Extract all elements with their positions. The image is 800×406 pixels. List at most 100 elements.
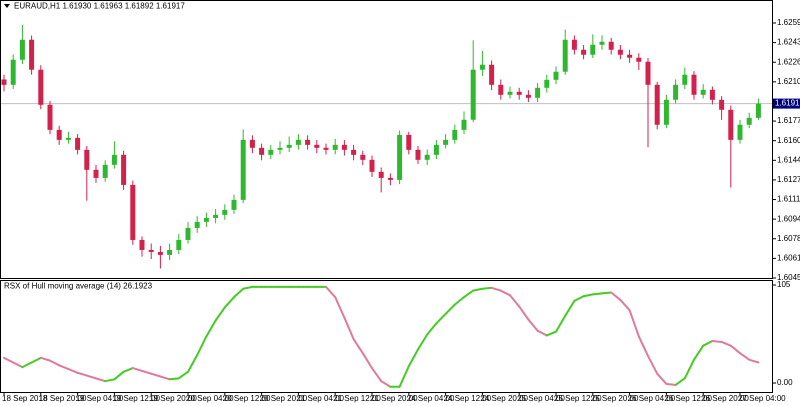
candle-body (19, 39, 25, 60)
candle-body (728, 109, 734, 140)
indicator-segment (702, 340, 714, 347)
candle-body (755, 103, 761, 118)
candle-body (38, 69, 44, 105)
indicator-segment (159, 375, 171, 381)
indicator-panel-frame (0, 280, 773, 393)
indicator-segment (490, 286, 502, 292)
candle-body (415, 149, 421, 160)
x-tick-label: 26 Sep 04:00 (628, 394, 676, 403)
candle-body (571, 39, 577, 50)
candle-body (56, 129, 62, 140)
indicator-segment (150, 372, 162, 378)
candle-body (332, 144, 338, 150)
indicator-segment (536, 329, 548, 337)
x-tick-label: 26 Sep 12:00 (664, 394, 712, 403)
indicator-segment (177, 370, 189, 380)
candle-body (121, 154, 127, 185)
candle-body (295, 139, 301, 145)
x-tick-label: 21 Sep 04:00 (296, 394, 344, 403)
candle-body (213, 214, 219, 218)
y-tick-label: 1.60780 (777, 234, 800, 243)
price-panel-frame (0, 0, 773, 279)
indicator-segment (12, 361, 24, 369)
indicator-segment (472, 287, 484, 292)
indicator-segment (39, 356, 51, 362)
indicator-segment (444, 303, 456, 315)
candle-body (406, 134, 412, 150)
x-tick-label: 21 Sep 20:00 (370, 394, 418, 403)
last-price-box (773, 98, 800, 109)
candle-body (378, 171, 384, 178)
price-title: EURAUD,H1 1.61930 1.61963 1.61892 1.6191… (14, 2, 185, 11)
candle-body (148, 249, 154, 252)
indicator-segment (509, 294, 521, 308)
y-tick-label: 1.62430 (777, 38, 800, 47)
candle-body (452, 129, 458, 140)
candle-body (240, 139, 246, 200)
y-tick-label: 1.61770 (777, 116, 800, 125)
x-tick-label: 20 Sep 04:00 (186, 394, 234, 403)
candle-body (75, 137, 81, 150)
candle-body (562, 39, 568, 72)
indicator-segment (426, 322, 438, 336)
indicator-segment (168, 377, 180, 381)
candle-body (737, 124, 743, 140)
indicator-segment (76, 371, 88, 377)
indicator-segment (463, 289, 475, 299)
candle-body (268, 149, 274, 155)
x-tick-label: 25 Sep 20:00 (591, 394, 639, 403)
indicator-segment (3, 356, 15, 364)
candle-body (194, 221, 200, 228)
indicator-segment (233, 287, 245, 299)
candle-body (130, 184, 136, 240)
indicator-segment (242, 285, 254, 290)
y-tick-label: 1.60450 (777, 273, 800, 282)
candle-body (203, 217, 209, 222)
x-tick-label: 26 Sep 20:00 (701, 394, 749, 403)
x-tick-label: 19 Sep 20:00 (149, 394, 197, 403)
x-tick-label: 18 Sep 20:00 (39, 394, 87, 403)
candle-body (305, 139, 311, 145)
candle-body (627, 54, 633, 58)
candle-body (351, 149, 357, 155)
indicator-segment (527, 318, 539, 332)
indicator-segment (545, 330, 557, 337)
indicator-segment (591, 292, 603, 296)
x-tick-label: 20 Sep 12:00 (223, 394, 271, 403)
indicator-segment (187, 354, 199, 373)
indicator-segment (343, 316, 355, 341)
indicator-segment (352, 338, 364, 355)
indicator-segment (196, 335, 208, 357)
indicator-segment (131, 367, 143, 372)
indicator-segment (499, 289, 511, 297)
candle-body (544, 79, 550, 88)
indicator-segment (683, 358, 695, 380)
indicator-segment (628, 309, 640, 338)
y-tick-label: 1.60945 (777, 214, 800, 223)
candle-body (507, 91, 513, 95)
candle-body (535, 87, 541, 98)
x-tick-label: 19 Sep 12:00 (112, 394, 160, 403)
candle-body (489, 64, 495, 85)
last-price-label: 1.61917 (775, 99, 800, 108)
candle-body (654, 84, 660, 125)
candle-body (387, 177, 393, 180)
candle-body (553, 71, 559, 80)
candle-body (231, 199, 237, 210)
candle-body (663, 99, 669, 125)
indicator-segment (601, 291, 613, 295)
y-tick-label: 1.61440 (777, 155, 800, 164)
indicator-segment (573, 295, 585, 302)
candle-body (185, 227, 191, 240)
x-tick-label: 24 Sep 20:00 (480, 394, 528, 403)
candle-body (479, 64, 485, 70)
candle-body (590, 44, 596, 55)
candle-body (581, 49, 587, 55)
candle-body (323, 147, 329, 150)
y-tick-label: 1.61110 (777, 195, 800, 204)
indicator-segment (453, 296, 465, 306)
candle-body (259, 147, 265, 155)
